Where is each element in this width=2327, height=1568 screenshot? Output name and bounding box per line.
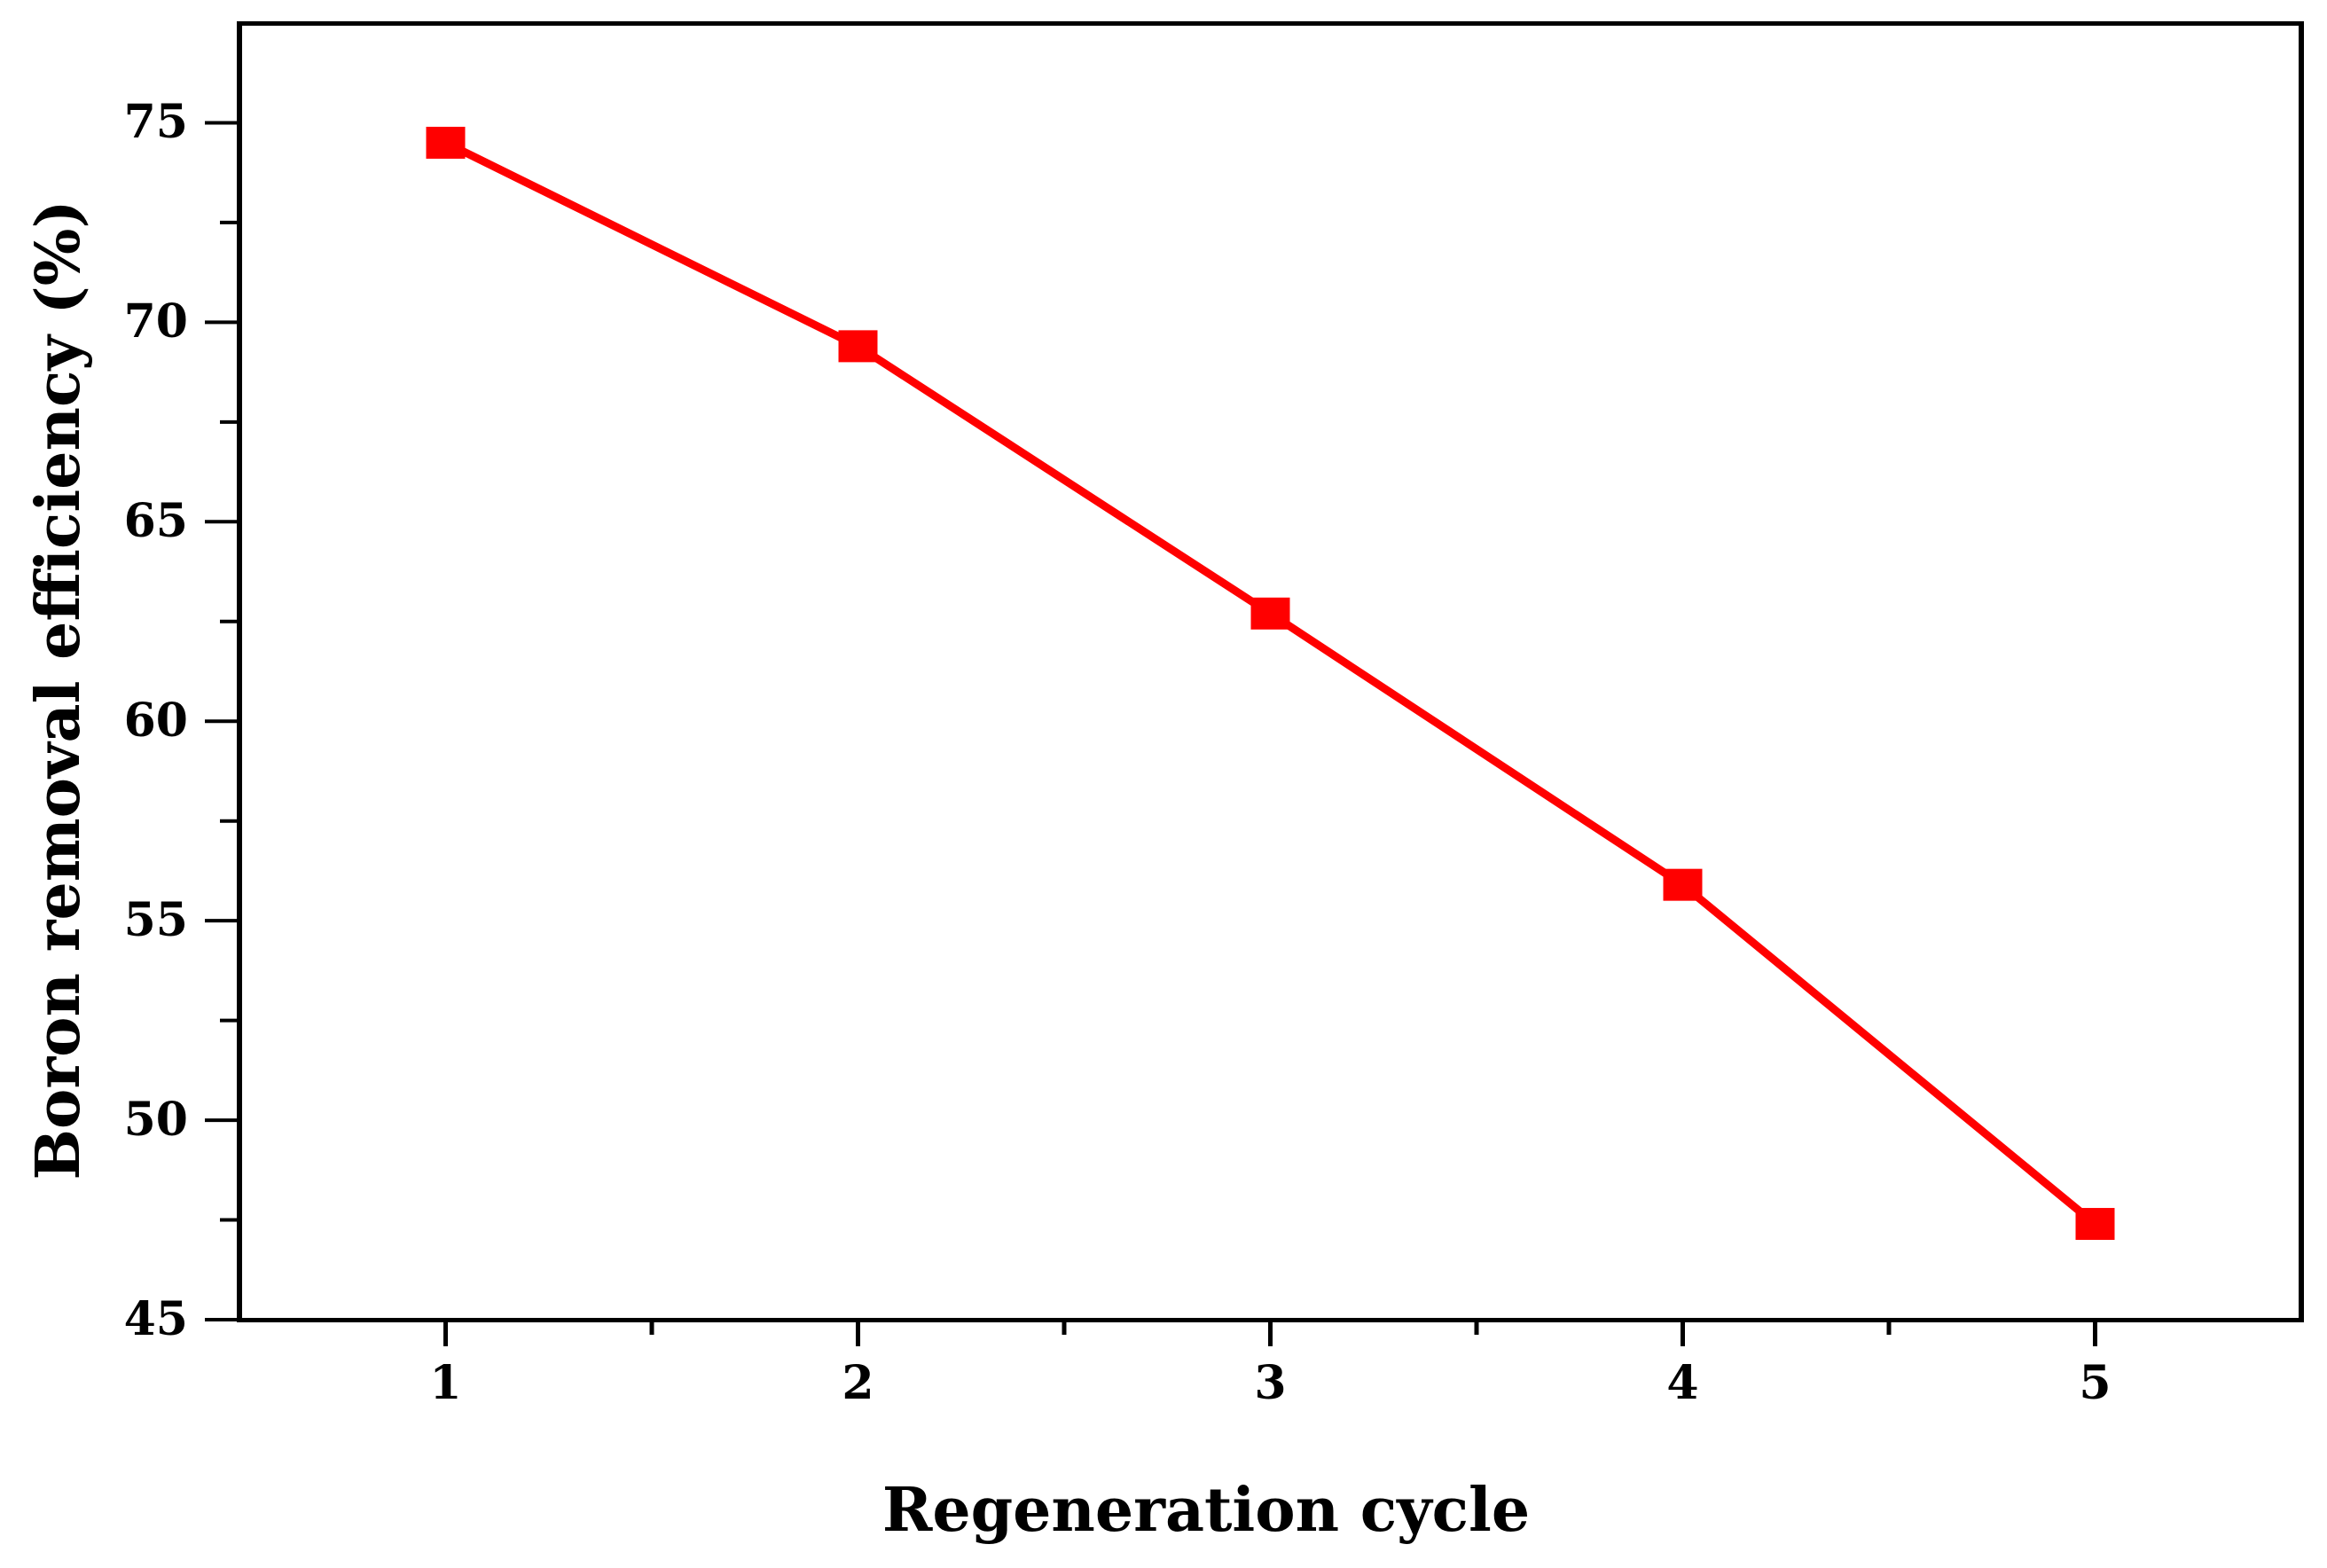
data-point-marker	[2075, 1208, 2115, 1241]
data-point-marker	[1663, 868, 1703, 901]
data-point-marker	[1250, 597, 1290, 630]
y-tick-label: 65	[123, 494, 188, 549]
x-tick-label: 1	[429, 1356, 462, 1410]
y-tick-label: 70	[123, 294, 188, 349]
y-tick-label: 45	[123, 1292, 188, 1346]
data-point-marker	[838, 330, 878, 363]
x-tick-label: 5	[2079, 1356, 2112, 1410]
data-point-marker	[426, 126, 466, 159]
x-tick-label: 4	[1666, 1356, 1699, 1410]
y-tick-label: 75	[123, 95, 188, 150]
x-tick-label: 2	[842, 1356, 874, 1410]
x-axis-title: Regeneration cycle	[881, 1475, 1531, 1546]
data-line	[443, 138, 2098, 1227]
x-tick-label: 3	[1254, 1356, 1287, 1410]
y-axis-title: Boron removal efficiency (%)	[23, 200, 94, 1180]
y-tick-label: 55	[123, 893, 188, 948]
y-tick-label: 60	[123, 694, 188, 749]
plot-area	[237, 21, 2304, 1322]
y-tick-label: 50	[123, 1093, 188, 1148]
